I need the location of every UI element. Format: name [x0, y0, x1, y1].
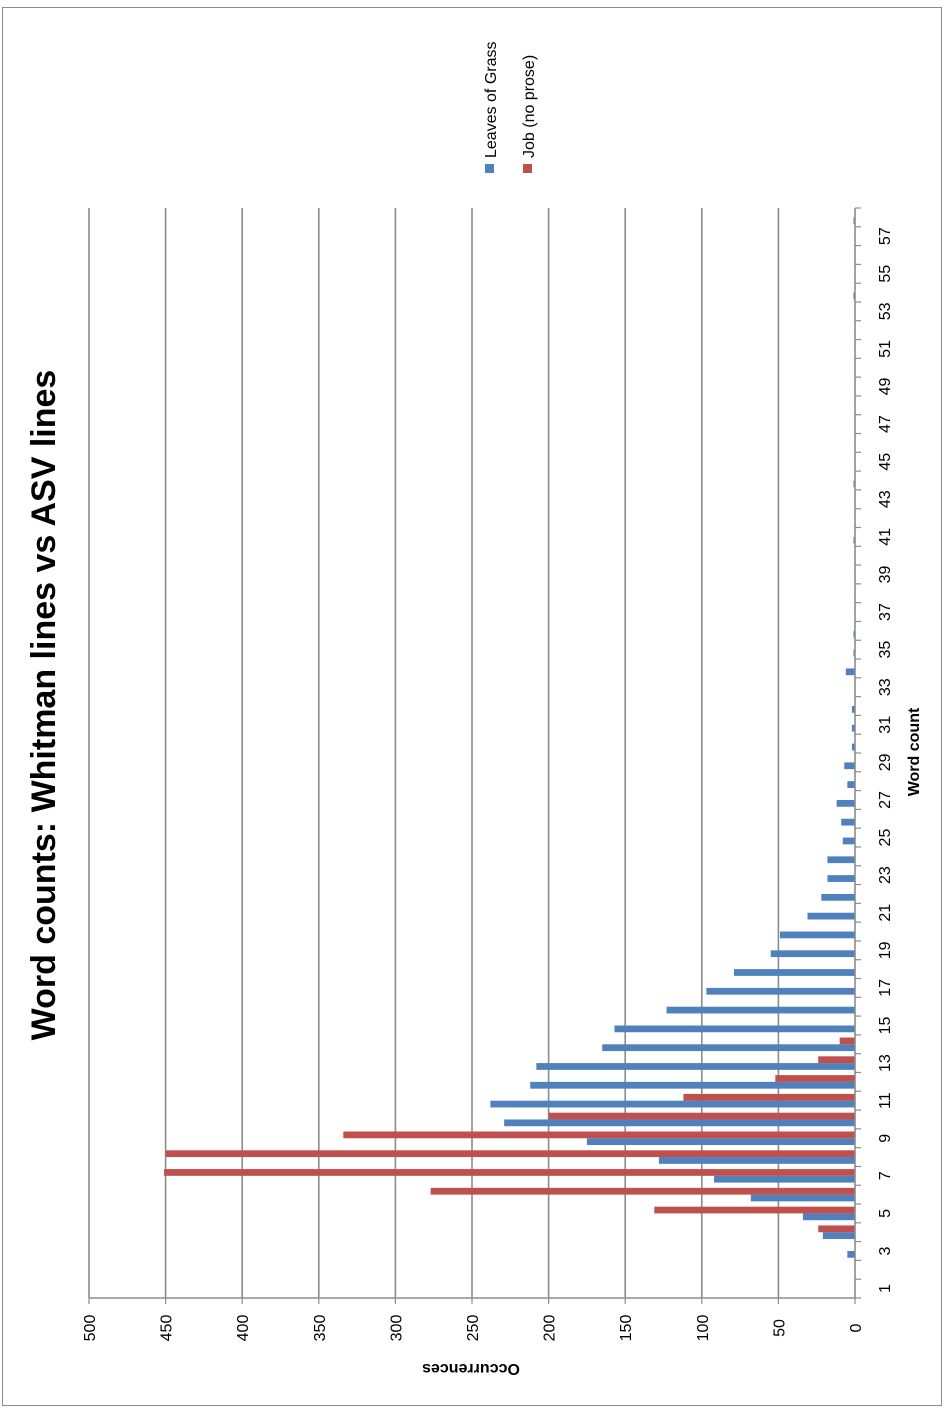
bars — [164, 217, 856, 1258]
value-tick-label: 100 — [695, 1315, 712, 1342]
value-ticks: 0 50 100 150 200 250 300 350 400 450 500 — [82, 1315, 865, 1342]
category-tick-label: 13 — [877, 1054, 894, 1072]
category-tick-label: 55 — [877, 265, 894, 283]
value-tick-label: 400 — [235, 1315, 252, 1342]
category-tick-label: 31 — [877, 716, 894, 734]
value-tick-label: 500 — [82, 1315, 99, 1342]
category-tick-label: 27 — [877, 791, 894, 809]
bar-job — [164, 1169, 855, 1176]
bar-leaves-of-grass — [851, 743, 855, 751]
bar-leaves-of-grass — [827, 856, 855, 864]
value-tick-label: 350 — [312, 1315, 329, 1342]
category-tick-label: 35 — [877, 641, 894, 659]
category-tick-label: 9 — [877, 1134, 894, 1143]
bar-leaves-of-grass — [821, 893, 855, 901]
value-tick-label: 150 — [618, 1315, 635, 1342]
legend-label-job: Job (no prose) — [521, 55, 538, 158]
bar-job — [430, 1187, 855, 1195]
bar-job — [548, 1112, 855, 1120]
bar-leaves-of-grass — [706, 987, 855, 995]
bar-leaves-of-grass — [841, 818, 855, 826]
bar-leaves-of-grass — [779, 931, 855, 939]
value-tick-label: 250 — [465, 1315, 482, 1342]
bar-leaves-of-grass — [851, 724, 855, 732]
category-tick-label: 37 — [877, 603, 894, 621]
category-tick-label: 21 — [877, 904, 894, 922]
category-tick-label: 1 — [877, 1284, 894, 1293]
bar-job — [818, 1056, 855, 1064]
bar-job — [775, 1075, 855, 1082]
bar-leaves-of-grass — [490, 1100, 855, 1108]
value-tick-label: 0 — [848, 1323, 865, 1332]
legend-label-leaves-of-grass: Leaves of Grass — [483, 42, 500, 159]
bar-leaves-of-grass — [770, 950, 855, 958]
value-tick-label: 50 — [771, 1319, 788, 1337]
bar-leaves-of-grass — [827, 875, 855, 882]
legend-swatch-job — [523, 164, 532, 173]
bar-leaves-of-grass — [666, 1006, 855, 1014]
bar-job — [818, 1225, 855, 1233]
bar-leaves-of-grass — [802, 1213, 855, 1221]
category-tick-label: 49 — [877, 378, 894, 396]
bar-job — [343, 1131, 855, 1139]
bar-leaves-of-grass — [750, 1194, 855, 1202]
category-tick-label: 41 — [877, 528, 894, 546]
bar-job — [165, 1150, 856, 1158]
x-axis-title: Word count — [906, 707, 923, 796]
bar-job — [839, 1037, 855, 1045]
bar-leaves-of-grass — [504, 1119, 855, 1127]
value-tick-label: 200 — [542, 1315, 559, 1342]
value-tick-label: 300 — [388, 1315, 405, 1342]
category-tick-label: 53 — [877, 302, 894, 320]
bar-leaves-of-grass — [714, 1175, 855, 1183]
bar-leaves-of-grass — [844, 762, 855, 770]
category-ticks: 1357911131517192123252729313335373941434… — [877, 227, 894, 1293]
category-tick-label: 17 — [877, 979, 894, 997]
category-tick-label: 11 — [877, 1092, 894, 1109]
value-tick-label: 450 — [159, 1315, 176, 1342]
chart-title: Word counts: Whitman lines vs ASV lines — [25, 370, 63, 1041]
category-tick-label: 43 — [877, 490, 894, 508]
bar-leaves-of-grass — [851, 706, 855, 713]
category-tick-label: 39 — [877, 565, 894, 583]
bar-leaves-of-grass — [586, 1138, 855, 1146]
category-tick-label: 15 — [877, 1017, 894, 1035]
bar-job — [683, 1093, 855, 1101]
category-tick-label: 47 — [877, 415, 894, 433]
bar-leaves-of-grass — [658, 1157, 855, 1164]
category-tick-label: 7 — [877, 1171, 894, 1180]
legend-swatch-leaves-of-grass — [485, 164, 494, 173]
category-tick-label: 29 — [877, 753, 894, 771]
y-axis-title: Occurrences — [422, 1360, 520, 1377]
category-tick-label: 19 — [877, 941, 894, 959]
category-tick-label: 51 — [877, 340, 894, 358]
category-tick-label: 23 — [877, 866, 894, 884]
bar-leaves-of-grass — [845, 668, 855, 676]
category-tick-label: 45 — [877, 453, 894, 471]
chart-frame — [2, 7, 942, 1406]
bar-job — [654, 1206, 855, 1214]
bar-leaves-of-grass — [836, 799, 855, 807]
bar-leaves-of-grass — [822, 1232, 855, 1239]
bar-leaves-of-grass — [733, 969, 855, 976]
bar-leaves-of-grass — [847, 1251, 855, 1258]
bar-leaves-of-grass — [530, 1081, 855, 1089]
category-tick-label: 33 — [877, 678, 894, 696]
category-tick-label: 3 — [877, 1246, 894, 1255]
bar-leaves-of-grass — [842, 837, 855, 845]
legend: Leaves of Grass Job (no prose) — [483, 42, 538, 173]
bar-leaves-of-grass — [847, 781, 855, 788]
category-tick-label: 5 — [877, 1209, 894, 1218]
category-tick-label: 57 — [877, 227, 894, 245]
category-tick-label: 25 — [877, 829, 894, 847]
bar-leaves-of-grass — [614, 1025, 855, 1033]
bar-leaves-of-grass — [807, 912, 855, 920]
axes — [89, 207, 861, 1299]
bar-leaves-of-grass — [536, 1063, 855, 1070]
bar-leaves-of-grass — [602, 1044, 855, 1052]
